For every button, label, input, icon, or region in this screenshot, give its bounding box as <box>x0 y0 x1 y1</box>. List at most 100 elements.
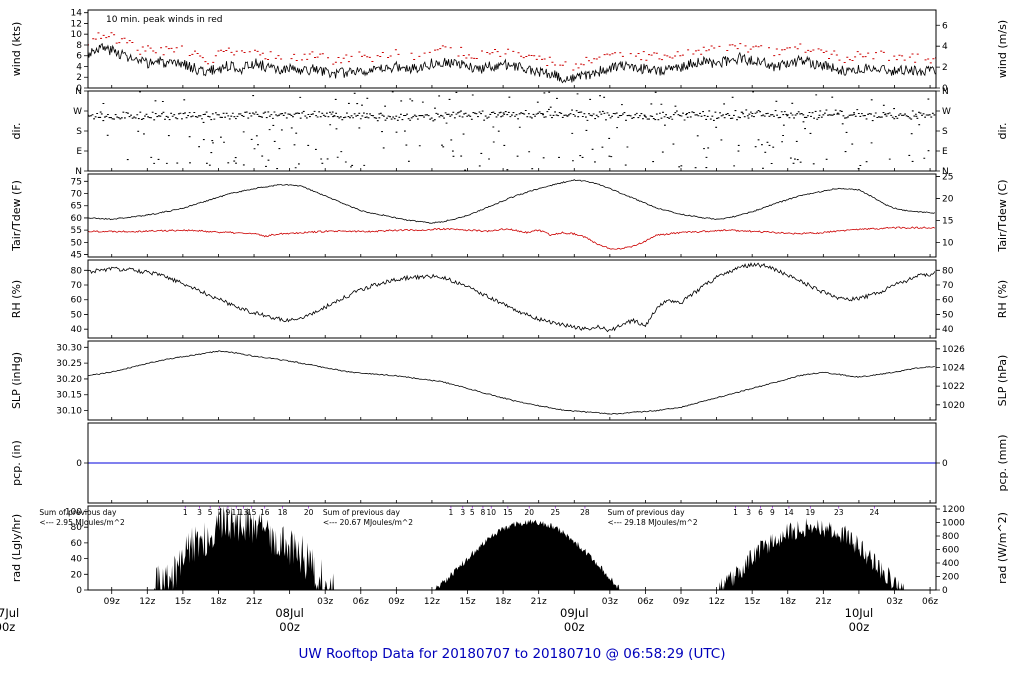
date-label: 09Jul <box>560 606 589 620</box>
dew-point-line <box>88 226 936 250</box>
ticks-pcp <box>84 462 940 503</box>
ytick-left-temp: 65 <box>71 202 82 212</box>
ytick-right-temp: 10 <box>942 238 954 248</box>
solar-radiation-fill <box>149 506 904 590</box>
panel-rh: 40 50 60 70 80 40 50 60 70 80 RH (%) RH (%) <box>10 259 1009 339</box>
ytick-right-rad: 0 <box>942 586 948 596</box>
date-label-hour: 00z <box>849 620 870 634</box>
xtick-label: 12z <box>708 597 724 607</box>
ytick-left-dir: W <box>73 107 82 117</box>
ytick-left-temp: 60 <box>71 214 83 224</box>
date-label: 08Jul <box>275 606 304 620</box>
ytick-right-rh: 50 <box>942 310 954 320</box>
rad-sum-value: <--- 2.95 MJoules/m^2 <box>39 518 125 527</box>
xtick-label: 03z <box>317 597 333 607</box>
panel-border-wind <box>87 9 937 89</box>
axis-label-right-pcp: pcp. (mm) <box>996 434 1009 491</box>
series-group-slp <box>88 350 935 415</box>
xtick-label: 15z <box>175 597 191 607</box>
ytick-right-slp: 1026 <box>942 345 965 355</box>
rad-cumulative-label: 7 <box>217 508 222 517</box>
rad-cumulative-label: 1 <box>449 508 454 517</box>
panel-border-slp <box>87 340 937 421</box>
series-group-rh <box>88 262 936 333</box>
ytick-right-temp: 25 <box>942 172 953 182</box>
ticks-rh <box>84 269 940 338</box>
ticks-temp <box>84 176 940 257</box>
rad-cumulative-label: 1 <box>733 508 738 517</box>
date-label: 10Jul <box>845 606 874 620</box>
rad-cumulative-label: 25 <box>551 508 561 517</box>
ytick-left-temp: 50 <box>71 238 83 248</box>
axis-label-left-rad: rad (Lgly/hr) <box>10 514 23 582</box>
ytick-left-pcp: 0 <box>76 459 82 469</box>
rad-cumulative-label: 1 <box>183 508 188 517</box>
rad-sum-value: <--- 20.67 MJoules/m^2 <box>323 518 413 527</box>
rad-cumulative-label: 19 <box>806 508 816 517</box>
ytick-right-wind: 0 <box>942 84 948 94</box>
rad-cumulative-label: 8 <box>481 508 486 517</box>
panel-slp: 30.10 30.15 30.20 30.25 30.30 1020 1022 1024 102… <box>10 340 1009 421</box>
xtick-label: 12z <box>139 597 155 607</box>
ytick-right-rad: 1000 <box>942 518 965 528</box>
rad-sum-note: Sum of previous day <box>39 508 117 517</box>
ytick-right-dir: N <box>942 167 949 177</box>
xtick-label: 21z <box>815 597 831 607</box>
axis-label-left-pcp: pcp. (in) <box>10 440 23 486</box>
panel-border-rad <box>87 505 937 591</box>
rad-sum-note: Sum of previous day <box>607 508 685 517</box>
panel-border-rh <box>87 259 937 339</box>
ytick-right-slp: 1022 <box>942 382 965 392</box>
axis-label-left-wind: wind (kts) <box>10 22 23 77</box>
axis-label-right-rad: rad (W/m^2) <box>996 512 1009 584</box>
axis-label-left-temp: Tair/Tdew (F) <box>10 180 23 252</box>
rad-cumulative-label: 5 <box>470 508 475 517</box>
ytick-left-rh: 60 <box>71 296 83 306</box>
ytick-left-rad: 0 <box>76 586 82 596</box>
rad-cumulative-label: 6 <box>758 508 763 517</box>
xtick-label: 09z <box>104 597 120 607</box>
panel-border-pcp <box>87 422 937 504</box>
rad-cumulative-label: 15 <box>503 508 513 517</box>
rad-cumulative-label: 14 <box>784 508 794 517</box>
rad-cumulative-label: 9 <box>770 508 775 517</box>
rad-sum-value: <--- 29.18 MJoules/m^2 <box>607 518 697 527</box>
ytick-right-rad: 200 <box>942 573 959 583</box>
ytick-left-wind: 4 <box>76 62 82 72</box>
panel-border-dir <box>87 90 937 172</box>
ytick-left-wind: 2 <box>76 73 82 83</box>
rad-cumulative-label: 3 <box>460 508 465 517</box>
ytick-left-rh: 80 <box>71 266 83 276</box>
series-group-dir <box>88 91 936 171</box>
series-group-rad <box>149 506 904 590</box>
ytick-left-temp: 70 <box>71 190 83 200</box>
rad-cumulative-label: 9 <box>226 508 231 517</box>
axis-label-left-slp: SLP (inHg) <box>10 352 23 409</box>
ytick-right-dir: W <box>942 107 951 117</box>
ticks-dir <box>84 90 940 172</box>
ytick-left-slp: 30.30 <box>56 343 82 353</box>
axis-label-left-dir: dir. <box>10 122 23 139</box>
axis-label-right-wind: wind (m/s) <box>996 20 1009 78</box>
rad-cumulative-label: 23 <box>834 508 844 517</box>
rad-cumulative-ticks <box>184 506 875 509</box>
xtick-label: 15z <box>459 597 475 607</box>
ytick-left-slp: 30.20 <box>56 375 82 385</box>
ytick-left-rad: 40 <box>71 555 83 565</box>
xtick-label: 06z <box>637 597 653 607</box>
ytick-right-rh: 40 <box>942 325 954 335</box>
ytick-right-dir: E <box>942 147 948 157</box>
rad-sum-note: Sum of previous day <box>323 508 401 517</box>
ytick-left-dir: E <box>76 147 82 157</box>
ytick-right-rh: 70 <box>942 281 954 291</box>
rad-cumulative-label: 11 <box>231 508 241 517</box>
xtick-label: 15z <box>744 597 760 607</box>
xtick-label: 03z <box>602 597 618 607</box>
rad-cumulative-label: 5 <box>208 508 213 517</box>
ytick-right-dir: S <box>942 127 948 137</box>
ytick-right-wind: 6 <box>942 21 948 31</box>
axis-label-right-rh: RH (%) <box>996 280 1009 318</box>
